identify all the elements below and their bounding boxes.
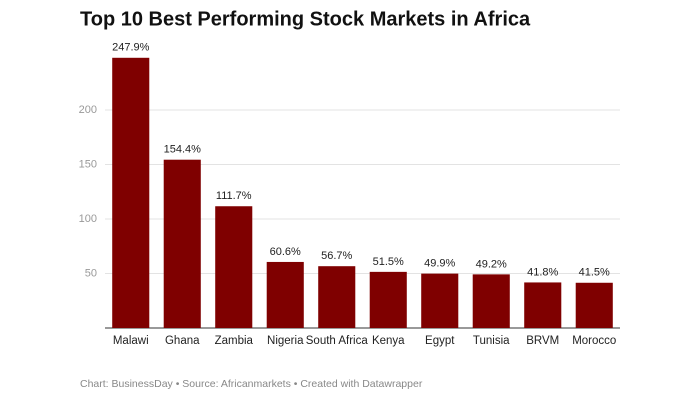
bar bbox=[266, 261, 304, 328]
value-label: 56.7% bbox=[321, 250, 352, 262]
bar bbox=[318, 266, 356, 328]
bar bbox=[369, 271, 407, 328]
value-label: 247.9% bbox=[112, 42, 150, 54]
value-label: 111.7% bbox=[216, 190, 252, 202]
value-label: 41.5% bbox=[579, 267, 610, 279]
bar bbox=[421, 273, 459, 328]
value-label: 41.8% bbox=[527, 266, 558, 278]
bar bbox=[112, 57, 150, 328]
footer: Chart: BusinessDay • Source: Africanmark… bbox=[80, 378, 423, 390]
y-tick-label: 50 bbox=[85, 267, 97, 279]
x-tick-label: Kenya bbox=[371, 335, 405, 347]
x-tick-label: Zambia bbox=[214, 335, 253, 347]
x-tick-label: Ghana bbox=[164, 335, 200, 347]
bar bbox=[215, 206, 253, 328]
value-label: 49.2% bbox=[476, 258, 507, 270]
x-tick-label: BRVM bbox=[526, 335, 560, 347]
value-label: 49.9% bbox=[424, 258, 455, 270]
x-tick-label: Nigeria bbox=[267, 335, 304, 347]
bar bbox=[163, 159, 201, 328]
x-tick-label: Morocco bbox=[572, 335, 617, 347]
value-label: 60.6% bbox=[270, 246, 301, 258]
value-label: 51.5% bbox=[373, 256, 404, 268]
x-tick-label: South Africa bbox=[305, 335, 368, 347]
y-tick-label: 150 bbox=[79, 158, 97, 170]
y-tick-label: 100 bbox=[79, 213, 97, 225]
bar bbox=[524, 282, 562, 328]
x-tick-label: Malawi bbox=[112, 335, 149, 347]
chart-title: Top 10 Best Performing Stock Markets in … bbox=[80, 8, 531, 30]
x-tick-label: Egypt bbox=[425, 335, 455, 347]
value-label: 154.4% bbox=[164, 144, 202, 156]
x-tick-label: Tunisia bbox=[472, 335, 510, 347]
bar bbox=[472, 274, 510, 328]
y-tick-label: 200 bbox=[79, 104, 97, 116]
bar bbox=[575, 282, 613, 328]
